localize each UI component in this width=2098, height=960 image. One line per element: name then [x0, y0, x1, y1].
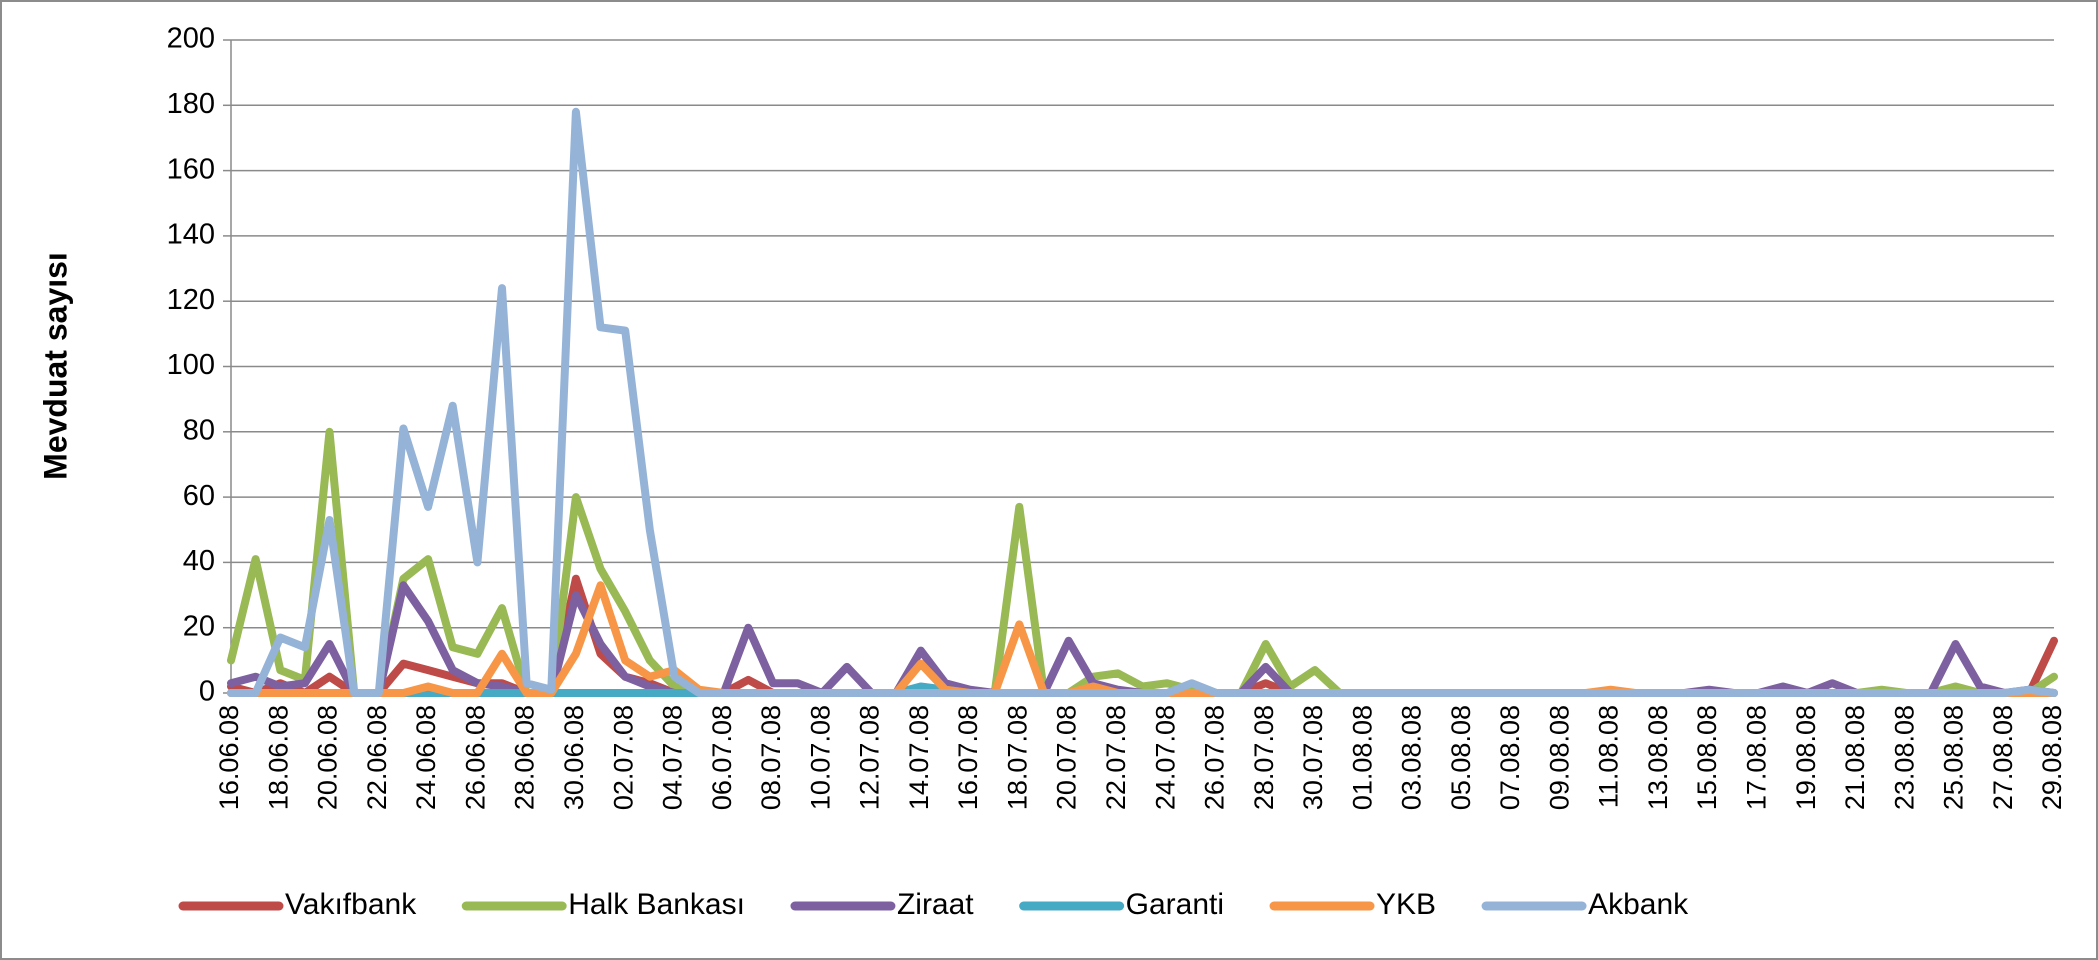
x-tick-label: 22.06.08 — [362, 705, 392, 810]
x-tick-label: 02.07.08 — [608, 705, 638, 810]
x-tick-label: 24.06.08 — [411, 705, 441, 810]
x-tick-label: 27.08.08 — [1988, 705, 2018, 810]
x-tick-label: 05.08.08 — [1446, 705, 1476, 810]
x-tick-label: 14.07.08 — [904, 705, 934, 810]
x-tick-label: 15.08.08 — [1692, 705, 1722, 810]
x-tick-label: 16.07.08 — [953, 705, 983, 810]
series-line — [227, 107, 2058, 697]
y-tick-label: 120 — [167, 284, 215, 316]
x-tick-label: 04.07.08 — [658, 705, 688, 810]
x-tick-label: 13.08.08 — [1643, 705, 1673, 810]
x-tick-label: 17.08.08 — [1742, 705, 1772, 810]
x-tick-label: 26.06.08 — [460, 705, 490, 810]
x-tick-label: 26.07.08 — [1200, 705, 1230, 810]
legend-label: Akbank — [1588, 888, 1689, 921]
y-axis-label: Mevduat sayısı — [37, 252, 73, 480]
x-tick-label: 20.06.08 — [313, 705, 343, 810]
y-tick-label: 0 — [199, 676, 215, 708]
y-tick-label: 80 — [183, 414, 215, 446]
y-tick-label: 20 — [183, 610, 215, 642]
x-tick-label: 09.08.08 — [1544, 705, 1574, 810]
legend-label: Garanti — [1126, 888, 1224, 921]
legend-label: Ziraat — [897, 888, 974, 921]
y-tick-label: 160 — [167, 153, 215, 185]
x-tick-label: 18.06.08 — [263, 705, 293, 810]
y-tick-label: 40 — [183, 545, 215, 577]
x-tick-label: 30.07.08 — [1298, 705, 1328, 810]
x-tick-label: 03.08.08 — [1397, 705, 1427, 810]
legend-label: Vakıfbank — [285, 888, 417, 921]
y-tick-label: 100 — [167, 349, 215, 381]
x-tick-label: 16.06.08 — [214, 705, 244, 810]
x-tick-label: 08.07.08 — [756, 705, 786, 810]
x-tick-label: 28.07.08 — [1249, 705, 1279, 810]
legend-label: Halk Bankası — [568, 888, 745, 921]
x-tick-label: 07.08.08 — [1495, 705, 1525, 810]
x-tick-label: 24.07.08 — [1150, 705, 1180, 810]
x-tick-label: 29.08.08 — [2037, 705, 2067, 810]
x-tick-label: 23.08.08 — [1889, 705, 1919, 810]
y-tick-label: 60 — [183, 480, 215, 512]
x-tick-label: 11.08.08 — [1594, 705, 1624, 808]
y-tick-label: 140 — [167, 219, 215, 251]
x-tick-label: 12.07.08 — [855, 705, 885, 810]
x-tick-label: 01.08.08 — [1347, 705, 1377, 810]
x-tick-label: 20.07.08 — [1052, 705, 1082, 810]
x-tick-label: 10.07.08 — [805, 705, 835, 810]
x-tick-label: 30.06.08 — [559, 705, 589, 810]
x-tick-label: 28.06.08 — [510, 705, 540, 810]
legend-label: YKB — [1376, 888, 1436, 921]
x-tick-label: 25.08.08 — [1939, 705, 1969, 810]
x-tick-label: 21.08.08 — [1840, 705, 1870, 810]
y-tick-label: 180 — [167, 88, 215, 120]
x-tick-label: 19.08.08 — [1791, 705, 1821, 810]
y-tick-label: 200 — [167, 23, 215, 55]
x-tick-label: 22.07.08 — [1101, 705, 1131, 810]
x-tick-label: 18.07.08 — [1002, 705, 1032, 810]
x-tick-label: 06.07.08 — [707, 705, 737, 810]
